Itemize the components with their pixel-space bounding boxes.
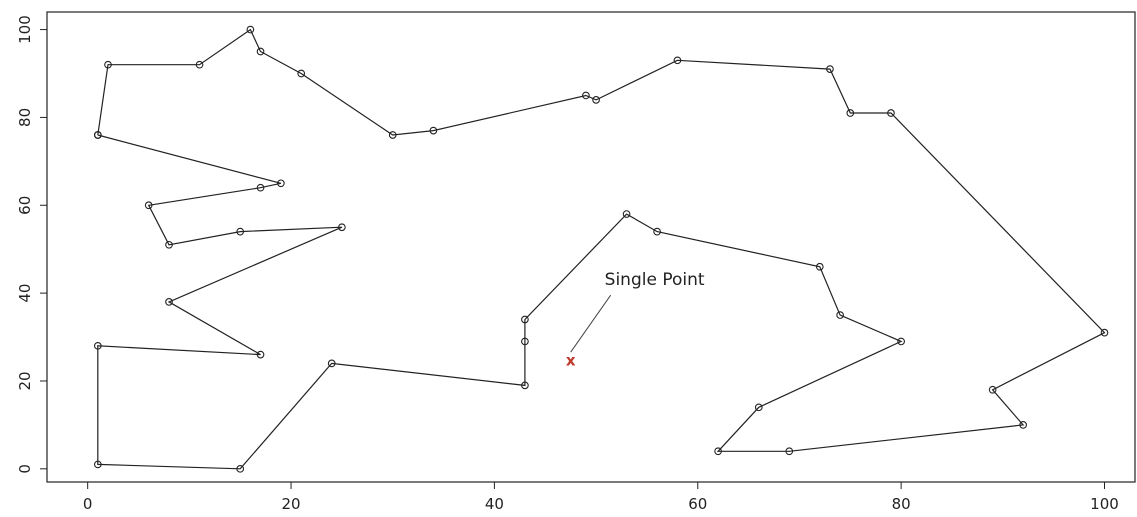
- data-point: [388, 131, 397, 139]
- y-tick-label: 80: [16, 108, 34, 127]
- single-point-annotation: x Single Point: [566, 270, 705, 370]
- plot-frame: [46, 11, 1136, 483]
- data-point: [582, 91, 590, 100]
- x-tick-label: 100: [1090, 495, 1119, 513]
- data-point: [653, 227, 661, 236]
- data-point: [836, 311, 844, 319]
- data-point: [826, 65, 834, 73]
- data-point: [104, 60, 112, 69]
- x-tick-label: 20: [281, 495, 300, 513]
- route-points: [93, 25, 1109, 473]
- x-tick-label: 40: [485, 495, 504, 513]
- data-point: [246, 25, 255, 34]
- y-tick-label: 20: [16, 371, 34, 390]
- data-point: [165, 298, 173, 306]
- data-point: [144, 201, 153, 210]
- data-point: [195, 60, 204, 69]
- data-point: [622, 210, 631, 218]
- y-tick-label: 100: [16, 15, 34, 44]
- y-axis: 0 20 40 60 80 100: [16, 15, 47, 474]
- x-axis: 0 20 40 60 80 100: [83, 482, 1119, 513]
- data-point: [338, 223, 346, 232]
- data-point: [256, 47, 265, 56]
- single-point-marker: x: [566, 352, 576, 370]
- data-point: [988, 385, 997, 394]
- data-point: [297, 69, 306, 78]
- data-point: [256, 350, 265, 359]
- x-tick-label: 80: [892, 495, 911, 513]
- y-tick-label: 0: [16, 464, 34, 474]
- data-point: [846, 109, 855, 117]
- y-tick-label: 60: [16, 196, 34, 215]
- data-point: [785, 447, 794, 456]
- data-point: [277, 179, 285, 188]
- data-point: [236, 227, 245, 236]
- x-tick-label: 60: [688, 495, 707, 513]
- data-point: [754, 403, 763, 412]
- data-point: [327, 359, 336, 368]
- data-point: [714, 447, 722, 456]
- data-point: [887, 109, 895, 117]
- data-point: [592, 96, 600, 104]
- data-point: [1019, 421, 1027, 429]
- data-point: [815, 262, 824, 271]
- x-tick-label: 0: [83, 495, 93, 513]
- data-point: [236, 464, 245, 473]
- route-line: [97, 28, 1106, 470]
- data-point: [93, 460, 102, 469]
- data-point: [897, 337, 905, 346]
- data-point: [256, 183, 265, 192]
- annotation-leader-line: [570, 294, 612, 353]
- data-point: [429, 126, 438, 135]
- data-point: [93, 131, 102, 139]
- data-point: [521, 381, 529, 390]
- data-point: [1100, 328, 1109, 337]
- data-point: [165, 240, 173, 249]
- data-point: [93, 341, 102, 350]
- data-point: [521, 337, 529, 346]
- data-point: [521, 315, 529, 324]
- data-point: [673, 56, 682, 65]
- annotation-label: Single Point: [605, 270, 705, 290]
- y-tick-label: 40: [16, 284, 34, 303]
